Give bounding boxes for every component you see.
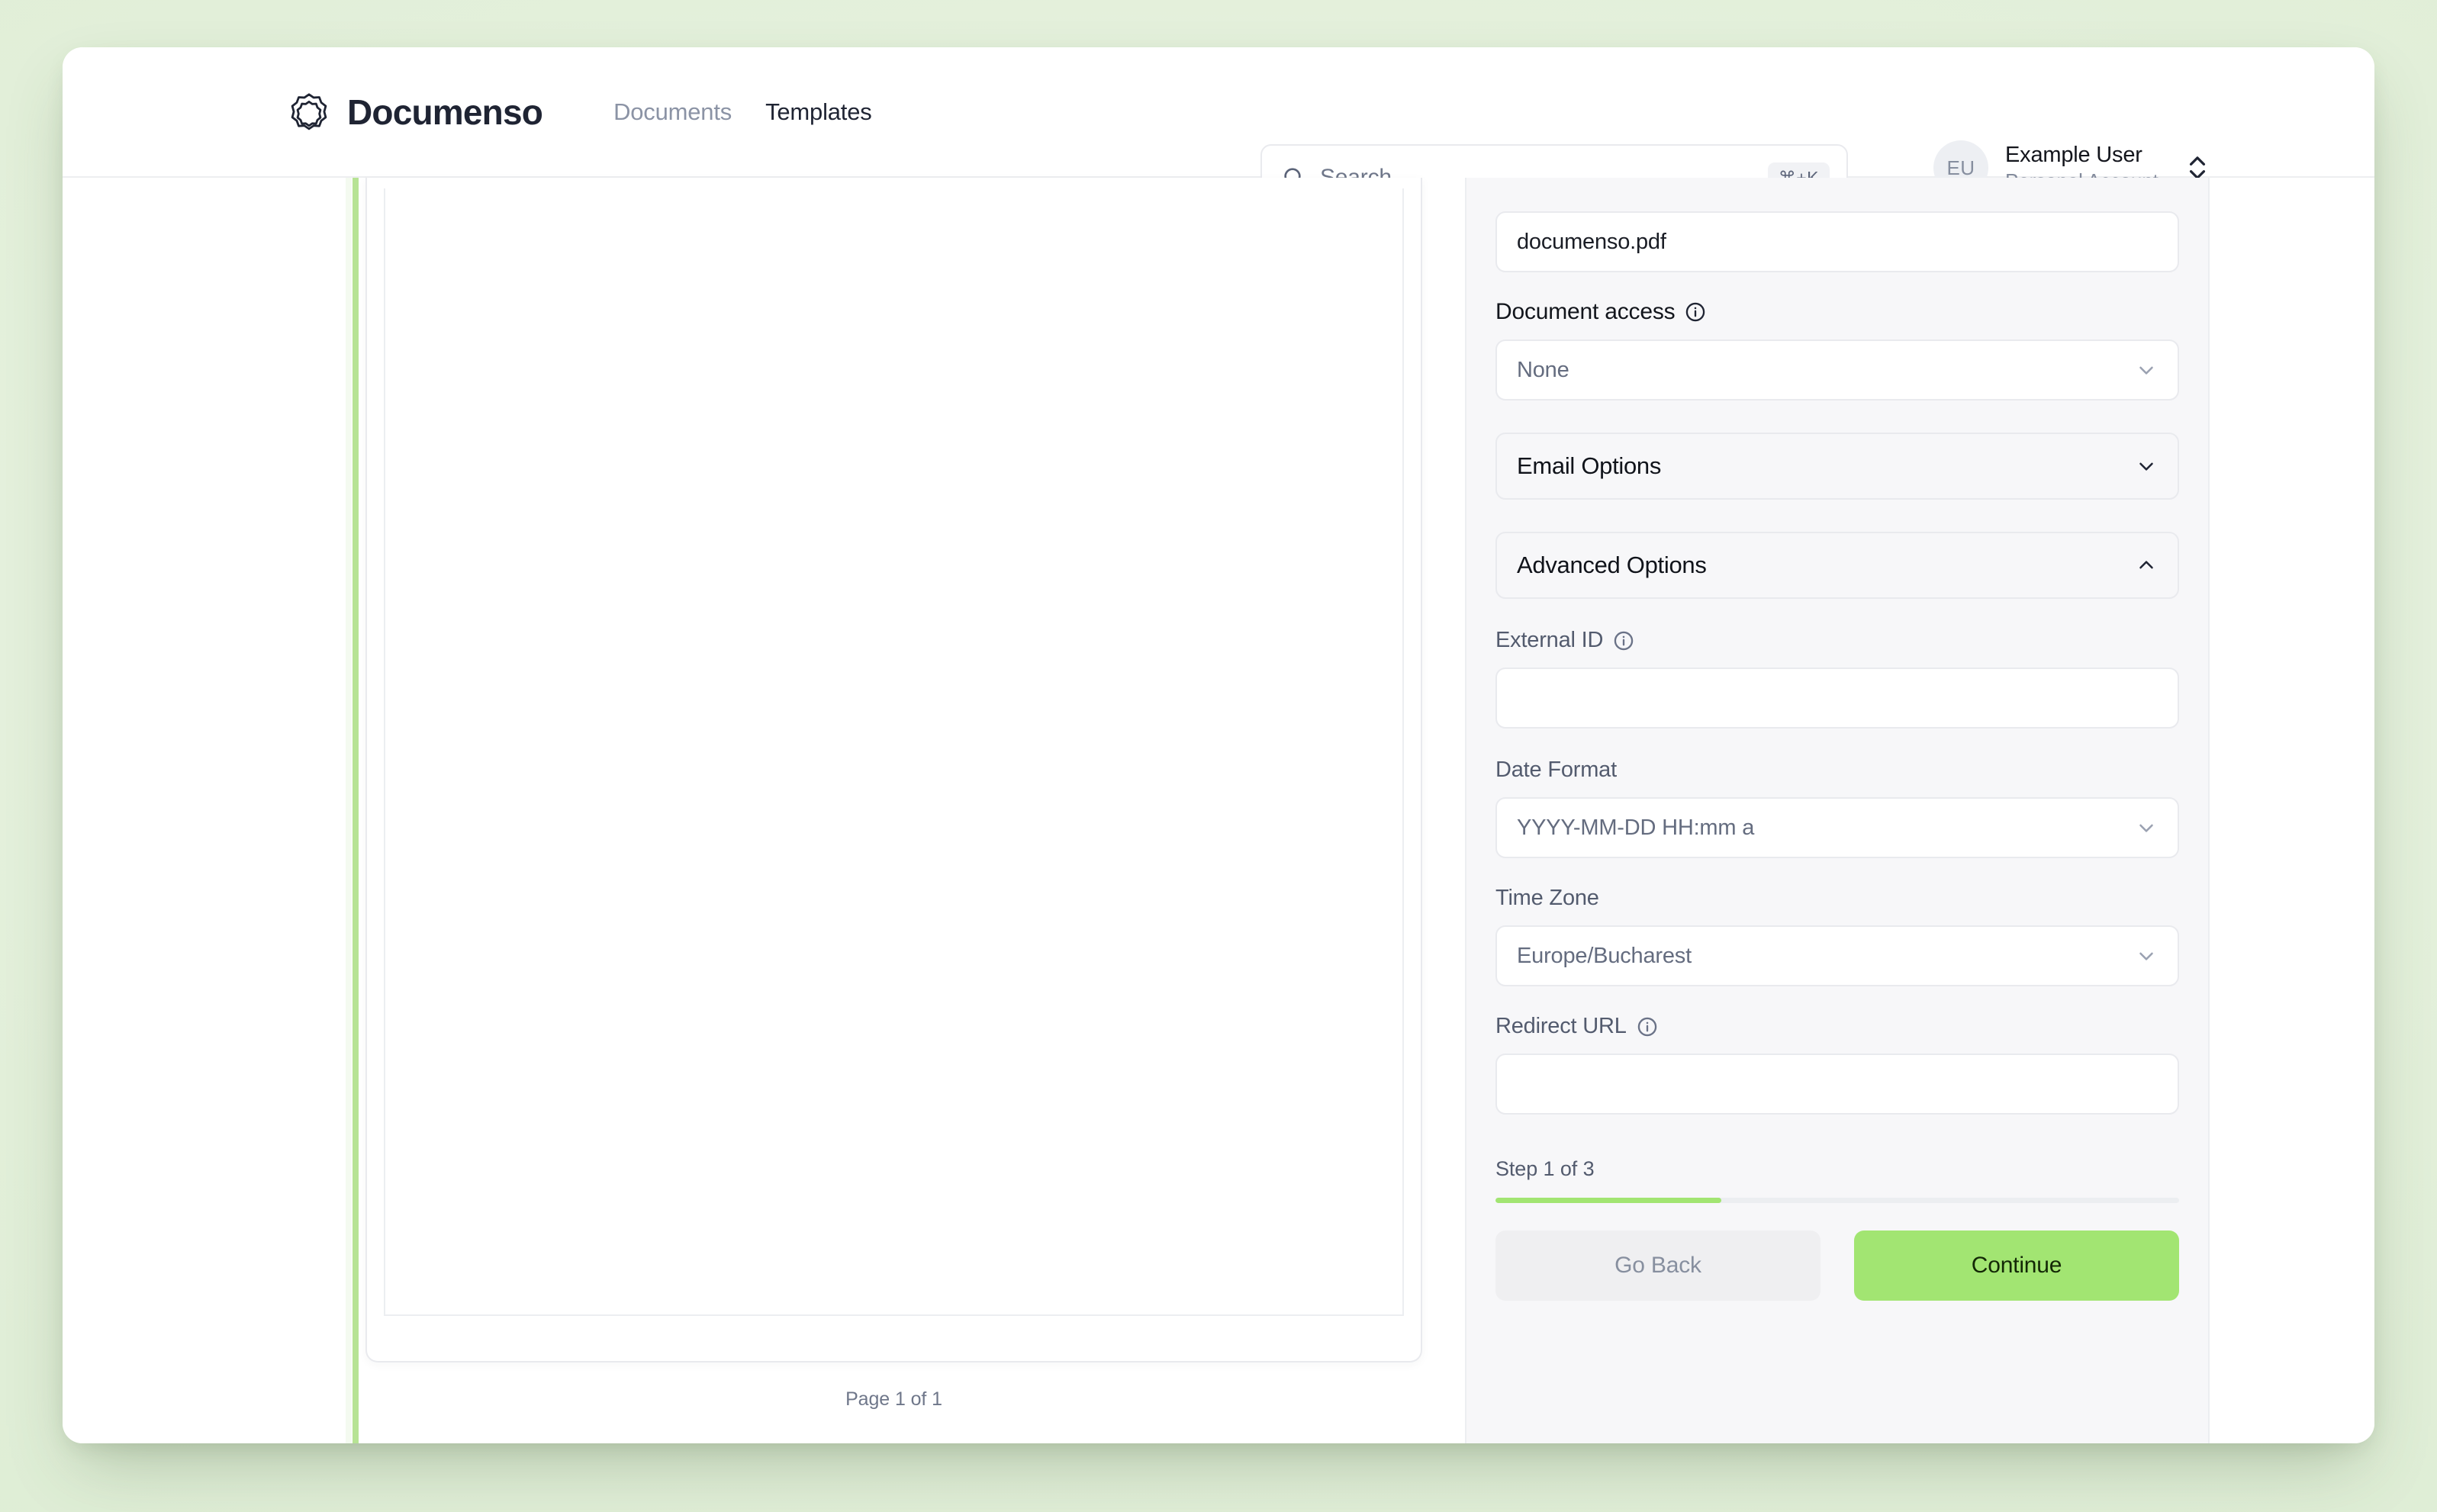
- document-preview-pane: Page 1 of 1: [353, 178, 1434, 1443]
- document-page-canvas: [384, 188, 1404, 1316]
- continue-button[interactable]: Continue: [1854, 1231, 2179, 1301]
- external-id-group: External ID: [1495, 628, 2179, 729]
- document-access-label: Document access: [1495, 299, 1676, 324]
- content-area: Page 1 of 1 documenso.pdf Document acces…: [63, 178, 2374, 1443]
- chevron-down-icon: [2139, 824, 2153, 832]
- time-zone-select[interactable]: Europe/Bucharest: [1495, 925, 2179, 986]
- document-title-input[interactable]: documenso.pdf: [1495, 211, 2179, 272]
- step-indicator: Step 1 of 3: [1495, 1157, 1595, 1180]
- document-settings-panel: documenso.pdf Document access None: [1465, 178, 2210, 1443]
- document-access-select[interactable]: None: [1495, 339, 2179, 401]
- app-window: Documenso Documents Templates Search ⌘+K…: [63, 47, 2374, 1443]
- redirect-url-input[interactable]: [1495, 1054, 2179, 1115]
- progress-fill: [1495, 1198, 1721, 1203]
- time-zone-value: Europe/Bucharest: [1517, 943, 1692, 968]
- document-access-group: Document access None: [1495, 299, 2179, 401]
- date-format-label: Date Format: [1495, 758, 1617, 782]
- date-format-label-row: Date Format: [1495, 758, 2179, 783]
- date-format-group: Date Format YYYY-MM-DD HH:mm a: [1495, 758, 2179, 858]
- advanced-options-accordion[interactable]: Advanced Options: [1495, 532, 2179, 599]
- account-name: Example User: [2005, 142, 2142, 167]
- progress-track: [1495, 1198, 2179, 1203]
- email-options-label: Email Options: [1517, 452, 1662, 479]
- date-format-select[interactable]: YYYY-MM-DD HH:mm a: [1495, 797, 2179, 858]
- document-access-value: None: [1517, 357, 1569, 382]
- redirect-url-label: Redirect URL: [1495, 1014, 1627, 1038]
- brand-logo[interactable]: Documenso: [289, 92, 543, 133]
- primary-nav: Documents Templates: [613, 98, 872, 126]
- info-icon[interactable]: [1685, 301, 1706, 323]
- wizard-button-row: Go Back Continue: [1495, 1231, 2179, 1301]
- advanced-options-label: Advanced Options: [1517, 552, 1707, 578]
- wizard-footer: Step 1 of 3 Go Back Continue: [1495, 1157, 2179, 1301]
- app-header: Documenso Documents Templates Search ⌘+K…: [63, 47, 2374, 211]
- time-zone-group: Time Zone Europe/Bucharest: [1495, 886, 2179, 986]
- nav-item-templates[interactable]: Templates: [765, 98, 872, 125]
- external-id-label: External ID: [1495, 628, 1604, 652]
- chevron-up-icon: [2139, 561, 2153, 569]
- chevron-down-icon: [2139, 952, 2153, 960]
- info-icon[interactable]: [1613, 630, 1634, 651]
- info-icon[interactable]: [1637, 1016, 1658, 1037]
- chevron-down-icon: [2139, 366, 2153, 375]
- brand-name: Documenso: [347, 92, 543, 132]
- external-id-label-row: External ID: [1495, 628, 2179, 653]
- external-id-input[interactable]: [1495, 668, 2179, 729]
- page-indicator: Page 1 of 1: [845, 1388, 942, 1410]
- document-access-label-row: Document access: [1495, 299, 2179, 325]
- accent-rail: [353, 178, 359, 1443]
- date-format-value: YYYY-MM-DD HH:mm a: [1517, 815, 1755, 840]
- nav-item-documents[interactable]: Documents: [613, 98, 732, 125]
- email-options-accordion[interactable]: Email Options: [1495, 433, 2179, 500]
- go-back-button[interactable]: Go Back: [1495, 1231, 1821, 1301]
- chevron-down-icon: [2139, 462, 2153, 471]
- document-card[interactable]: [365, 178, 1422, 1362]
- redirect-url-label-row: Redirect URL: [1495, 1014, 2179, 1039]
- documenso-rosette-icon: [291, 92, 327, 130]
- time-zone-label-row: Time Zone: [1495, 886, 2179, 911]
- time-zone-label: Time Zone: [1495, 886, 1599, 910]
- redirect-url-group: Redirect URL: [1495, 1014, 2179, 1115]
- title-field-group: documenso.pdf: [1495, 211, 2179, 272]
